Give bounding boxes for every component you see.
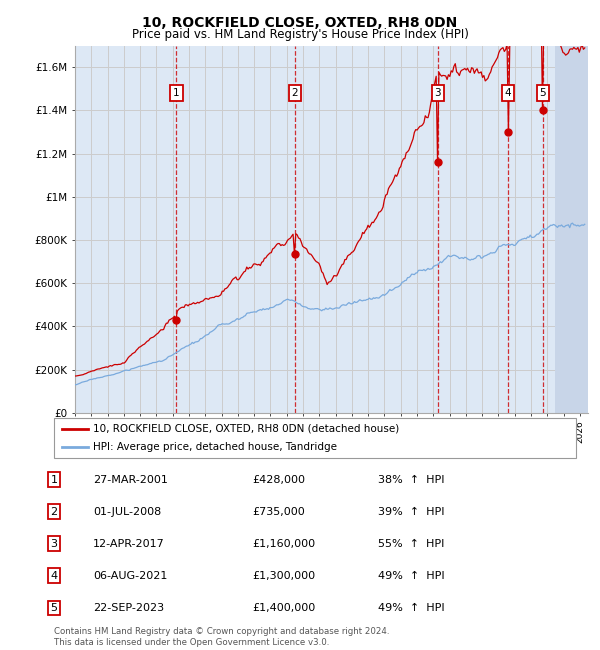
Text: 5: 5 <box>539 88 546 98</box>
Text: £1,300,000: £1,300,000 <box>252 571 315 581</box>
Text: Price paid vs. HM Land Registry's House Price Index (HPI): Price paid vs. HM Land Registry's House … <box>131 28 469 41</box>
Text: 4: 4 <box>505 88 512 98</box>
Text: HPI: Average price, detached house, Tandridge: HPI: Average price, detached house, Tand… <box>93 443 337 452</box>
Text: 1: 1 <box>50 474 58 484</box>
Text: 3: 3 <box>50 539 58 549</box>
Text: £1,400,000: £1,400,000 <box>252 603 315 613</box>
Text: 49%  ↑  HPI: 49% ↑ HPI <box>378 603 445 613</box>
Text: £1,160,000: £1,160,000 <box>252 539 315 549</box>
Text: 12-APR-2017: 12-APR-2017 <box>93 539 165 549</box>
Text: 5: 5 <box>50 603 58 613</box>
Text: 38%  ↑  HPI: 38% ↑ HPI <box>378 474 445 484</box>
Text: 55%  ↑  HPI: 55% ↑ HPI <box>378 539 445 549</box>
Text: 2: 2 <box>292 88 298 98</box>
Text: 01-JUL-2008: 01-JUL-2008 <box>93 506 161 517</box>
Text: Contains HM Land Registry data © Crown copyright and database right 2024.
This d: Contains HM Land Registry data © Crown c… <box>54 627 389 647</box>
Text: 3: 3 <box>434 88 441 98</box>
Text: 06-AUG-2021: 06-AUG-2021 <box>93 571 167 581</box>
Text: 2: 2 <box>50 506 58 517</box>
Text: 1: 1 <box>173 88 180 98</box>
Bar <box>556 46 588 413</box>
Text: £428,000: £428,000 <box>252 474 305 484</box>
Text: 39%  ↑  HPI: 39% ↑ HPI <box>378 506 445 517</box>
Text: 4: 4 <box>50 571 58 581</box>
Text: 22-SEP-2023: 22-SEP-2023 <box>93 603 164 613</box>
Text: 27-MAR-2001: 27-MAR-2001 <box>93 474 168 484</box>
Text: 10, ROCKFIELD CLOSE, OXTED, RH8 0DN (detached house): 10, ROCKFIELD CLOSE, OXTED, RH8 0DN (det… <box>93 424 400 434</box>
Text: 10, ROCKFIELD CLOSE, OXTED, RH8 0DN: 10, ROCKFIELD CLOSE, OXTED, RH8 0DN <box>142 16 458 31</box>
Text: 49%  ↑  HPI: 49% ↑ HPI <box>378 571 445 581</box>
Text: £735,000: £735,000 <box>252 506 305 517</box>
